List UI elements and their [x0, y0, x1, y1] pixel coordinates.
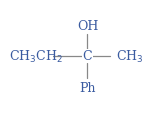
- Text: Ph: Ph: [79, 82, 96, 95]
- Text: CH$_3$CH$_2$: CH$_3$CH$_2$: [9, 48, 63, 65]
- Text: C: C: [83, 50, 92, 63]
- Text: OH: OH: [77, 20, 98, 32]
- Text: CH$_3$: CH$_3$: [116, 48, 143, 65]
